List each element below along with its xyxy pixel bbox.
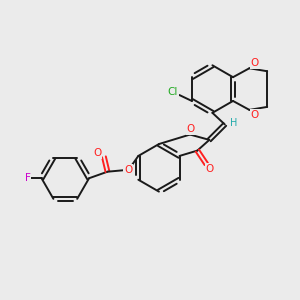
Text: Cl: Cl	[168, 87, 178, 97]
Text: F: F	[25, 173, 31, 183]
Text: O: O	[250, 110, 259, 120]
Text: O: O	[250, 58, 259, 68]
Text: O: O	[93, 148, 101, 158]
Text: O: O	[187, 124, 195, 134]
Text: O: O	[124, 165, 132, 175]
Text: O: O	[206, 164, 214, 174]
Text: H: H	[230, 118, 237, 128]
